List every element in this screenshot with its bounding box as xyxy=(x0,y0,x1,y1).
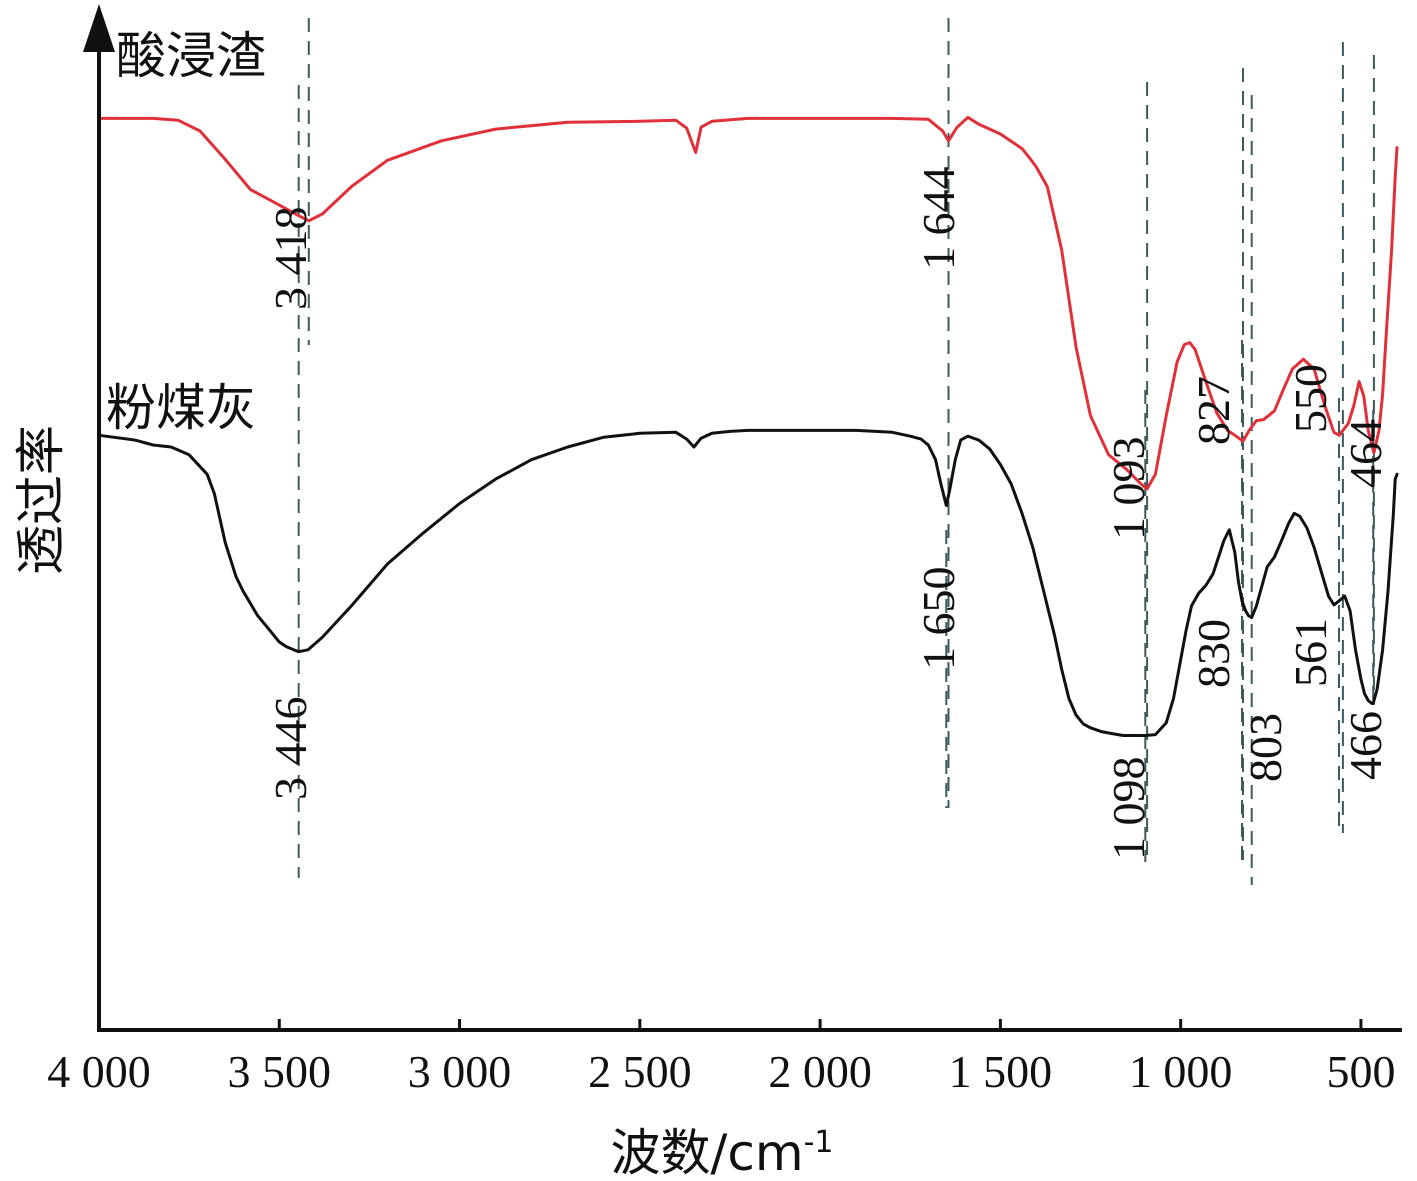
series-label-acid-residue: 酸浸渣 xyxy=(116,27,266,85)
series-label-fly-ash: 粉煤灰 xyxy=(106,379,256,437)
peak-label-5: 464 xyxy=(1340,419,1391,488)
peak-label-7: 1 650 xyxy=(913,567,964,671)
x-tick-label-5: 1 500 xyxy=(949,1046,1053,1097)
peak-label-8: 1 098 xyxy=(1103,757,1154,861)
peak-marker-lines xyxy=(297,18,1375,885)
x-ticks: 4 000 3 500 3 000 2 500 2 000 1 500 1 000 500 xyxy=(47,1019,1395,1097)
peak-label-6: 3 446 xyxy=(265,697,316,801)
x-tick-label-2: 3 000 xyxy=(408,1046,512,1097)
peak-label-1: 1 644 xyxy=(913,167,964,271)
peak-label-2: 1 093 xyxy=(1103,437,1154,541)
x-tick-label-3: 2 500 xyxy=(588,1046,692,1097)
peak-label-11: 561 xyxy=(1285,618,1336,687)
peak-label-0: 3 418 xyxy=(265,207,316,311)
spectra-lines xyxy=(97,115,1399,737)
peak-label-12: 466 xyxy=(1340,711,1391,780)
x-tick-label-4: 2 000 xyxy=(768,1046,872,1097)
x-tick-label-0: 4 000 xyxy=(47,1046,151,1097)
peak-label-3: 827 xyxy=(1188,376,1239,445)
axes: 4 000 3 500 3 000 2 500 2 000 1 500 1 000 500 xyxy=(47,4,1402,1097)
x-tick-label-6: 1 000 xyxy=(1129,1046,1233,1097)
y-axis-arrow-icon xyxy=(83,4,115,52)
x-axis-title: 波数/cm-1 xyxy=(611,1124,834,1181)
peak-label-4: 550 xyxy=(1285,364,1336,433)
x-axis-title-superscript: -1 xyxy=(804,1125,834,1160)
x-tick-label-7: 500 xyxy=(1326,1046,1395,1097)
x-axis-title-main: 波数/cm xyxy=(611,1124,804,1181)
series-line-1 xyxy=(97,428,1399,737)
peak-label-10: 803 xyxy=(1240,713,1291,782)
peak-label-9: 830 xyxy=(1188,619,1239,688)
y-axis-title: 透过率 xyxy=(12,425,70,575)
x-tick-label-1: 3 500 xyxy=(228,1046,332,1097)
series-line-0 xyxy=(97,115,1399,491)
